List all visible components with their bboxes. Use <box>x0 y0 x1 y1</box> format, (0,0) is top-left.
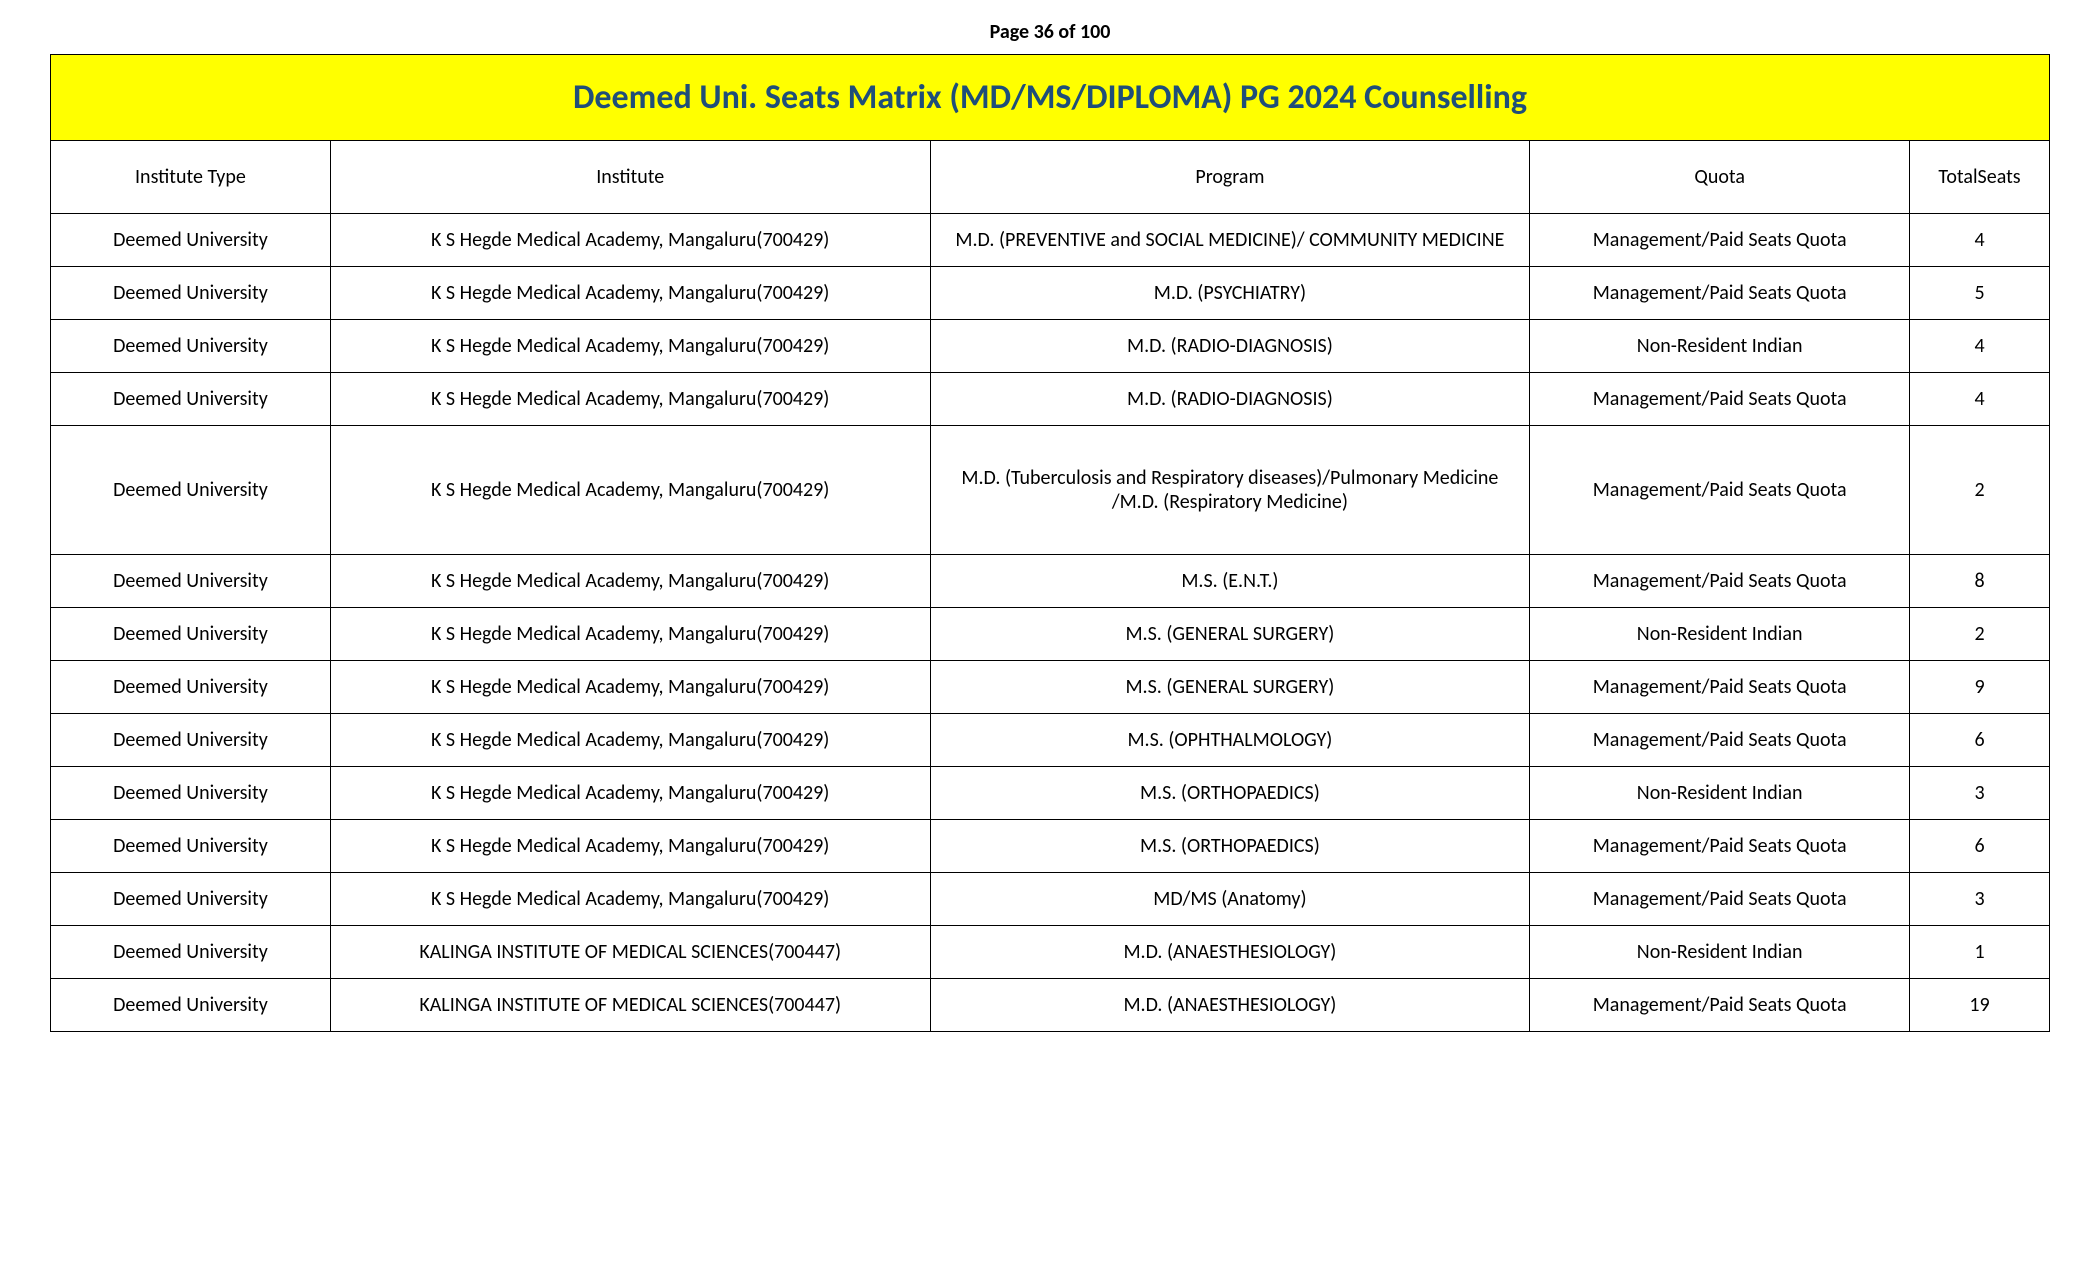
col-header-institute-type: Institute Type <box>51 141 331 214</box>
col-header-program: Program <box>930 141 1530 214</box>
cell-institute: K S Hegde Medical Academy, Mangaluru(700… <box>330 267 930 320</box>
cell-institute-type: Deemed University <box>51 426 331 555</box>
cell-total-seats: 6 <box>1910 820 2050 873</box>
cell-institute-type: Deemed University <box>51 555 331 608</box>
cell-total-seats: 3 <box>1910 873 2050 926</box>
cell-program: M.D. (PSYCHIATRY) <box>930 267 1530 320</box>
cell-quota: Management/Paid Seats Quota <box>1530 979 1910 1032</box>
cell-total-seats: 8 <box>1910 555 2050 608</box>
cell-total-seats: 9 <box>1910 661 2050 714</box>
table-row: Deemed UniversityK S Hegde Medical Acade… <box>51 555 2050 608</box>
table-row: Deemed UniversityK S Hegde Medical Acade… <box>51 320 2050 373</box>
cell-total-seats: 1 <box>1910 926 2050 979</box>
table-row: Deemed UniversityK S Hegde Medical Acade… <box>51 873 2050 926</box>
table-row: Deemed UniversityK S Hegde Medical Acade… <box>51 820 2050 873</box>
cell-institute-type: Deemed University <box>51 373 331 426</box>
cell-institute-type: Deemed University <box>51 608 331 661</box>
cell-total-seats: 3 <box>1910 767 2050 820</box>
cell-institute-type: Deemed University <box>51 979 331 1032</box>
table-title-row: Deemed Uni. Seats Matrix (MD/MS/DIPLOMA)… <box>51 55 2050 141</box>
table-body: Deemed UniversityK S Hegde Medical Acade… <box>51 214 2050 1032</box>
cell-total-seats: 19 <box>1910 979 2050 1032</box>
table-row: Deemed UniversityK S Hegde Medical Acade… <box>51 214 2050 267</box>
cell-quota: Management/Paid Seats Quota <box>1530 820 1910 873</box>
table-row: Deemed UniversityK S Hegde Medical Acade… <box>51 767 2050 820</box>
table-row: Deemed UniversityK S Hegde Medical Acade… <box>51 426 2050 555</box>
cell-program: M.D. (RADIO-DIAGNOSIS) <box>930 320 1530 373</box>
cell-institute: K S Hegde Medical Academy, Mangaluru(700… <box>330 426 930 555</box>
cell-institute: K S Hegde Medical Academy, Mangaluru(700… <box>330 767 930 820</box>
cell-quota: Management/Paid Seats Quota <box>1530 373 1910 426</box>
cell-quota: Management/Paid Seats Quota <box>1530 267 1910 320</box>
cell-program: MD/MS (Anatomy) <box>930 873 1530 926</box>
cell-program: M.D. (ANAESTHESIOLOGY) <box>930 979 1530 1032</box>
table-row: Deemed UniversityK S Hegde Medical Acade… <box>51 608 2050 661</box>
cell-quota: Management/Paid Seats Quota <box>1530 214 1910 267</box>
table-header-row: Institute Type Institute Program Quota T… <box>51 141 2050 214</box>
cell-program: M.D. (PREVENTIVE and SOCIAL MEDICINE)/ C… <box>930 214 1530 267</box>
table-row: Deemed UniversityKALINGA INSTITUTE OF ME… <box>51 979 2050 1032</box>
cell-institute: K S Hegde Medical Academy, Mangaluru(700… <box>330 608 930 661</box>
cell-total-seats: 2 <box>1910 426 2050 555</box>
cell-institute: KALINGA INSTITUTE OF MEDICAL SCIENCES(70… <box>330 979 930 1032</box>
cell-program: M.S. (ORTHOPAEDICS) <box>930 767 1530 820</box>
cell-total-seats: 5 <box>1910 267 2050 320</box>
col-header-total-seats: TotalSeats <box>1910 141 2050 214</box>
table-row: Deemed UniversityK S Hegde Medical Acade… <box>51 714 2050 767</box>
cell-institute: K S Hegde Medical Academy, Mangaluru(700… <box>330 820 930 873</box>
seats-table: Deemed Uni. Seats Matrix (MD/MS/DIPLOMA)… <box>50 54 2050 1032</box>
cell-program: M.S. (GENERAL SURGERY) <box>930 661 1530 714</box>
cell-program: M.S. (GENERAL SURGERY) <box>930 608 1530 661</box>
cell-total-seats: 4 <box>1910 320 2050 373</box>
table-row: Deemed UniversityK S Hegde Medical Acade… <box>51 267 2050 320</box>
page-container: Page 36 of 100 Deemed Uni. Seats Matrix … <box>0 0 2100 1082</box>
page-number: Page 36 of 100 <box>50 20 2050 44</box>
cell-program: M.S. (E.N.T.) <box>930 555 1530 608</box>
cell-quota: Management/Paid Seats Quota <box>1530 426 1910 555</box>
cell-quota: Non-Resident Indian <box>1530 926 1910 979</box>
cell-quota: Management/Paid Seats Quota <box>1530 555 1910 608</box>
cell-total-seats: 4 <box>1910 214 2050 267</box>
cell-quota: Non-Resident Indian <box>1530 320 1910 373</box>
cell-total-seats: 2 <box>1910 608 2050 661</box>
cell-quota: Management/Paid Seats Quota <box>1530 873 1910 926</box>
cell-institute-type: Deemed University <box>51 873 331 926</box>
cell-institute-type: Deemed University <box>51 214 331 267</box>
cell-institute: K S Hegde Medical Academy, Mangaluru(700… <box>330 714 930 767</box>
table-row: Deemed UniversityK S Hegde Medical Acade… <box>51 661 2050 714</box>
cell-total-seats: 4 <box>1910 373 2050 426</box>
cell-institute-type: Deemed University <box>51 661 331 714</box>
cell-program: M.S. (ORTHOPAEDICS) <box>930 820 1530 873</box>
table-row: Deemed UniversityK S Hegde Medical Acade… <box>51 373 2050 426</box>
cell-program: M.D. (ANAESTHESIOLOGY) <box>930 926 1530 979</box>
cell-quota: Non-Resident Indian <box>1530 767 1910 820</box>
table-row: Deemed UniversityKALINGA INSTITUTE OF ME… <box>51 926 2050 979</box>
cell-program: M.D. (RADIO-DIAGNOSIS) <box>930 373 1530 426</box>
table-title: Deemed Uni. Seats Matrix (MD/MS/DIPLOMA)… <box>51 55 2050 141</box>
cell-institute-type: Deemed University <box>51 267 331 320</box>
cell-institute: K S Hegde Medical Academy, Mangaluru(700… <box>330 373 930 426</box>
cell-institute: K S Hegde Medical Academy, Mangaluru(700… <box>330 661 930 714</box>
cell-quota: Non-Resident Indian <box>1530 608 1910 661</box>
cell-total-seats: 6 <box>1910 714 2050 767</box>
cell-quota: Management/Paid Seats Quota <box>1530 661 1910 714</box>
cell-institute-type: Deemed University <box>51 320 331 373</box>
cell-institute: K S Hegde Medical Academy, Mangaluru(700… <box>330 214 930 267</box>
col-header-institute: Institute <box>330 141 930 214</box>
cell-program: M.D. (Tuberculosis and Respiratory disea… <box>930 426 1530 555</box>
col-header-quota: Quota <box>1530 141 1910 214</box>
cell-institute: K S Hegde Medical Academy, Mangaluru(700… <box>330 320 930 373</box>
cell-institute: KALINGA INSTITUTE OF MEDICAL SCIENCES(70… <box>330 926 930 979</box>
cell-institute-type: Deemed University <box>51 714 331 767</box>
cell-institute-type: Deemed University <box>51 767 331 820</box>
cell-program: M.S. (OPHTHALMOLOGY) <box>930 714 1530 767</box>
cell-quota: Management/Paid Seats Quota <box>1530 714 1910 767</box>
cell-institute-type: Deemed University <box>51 820 331 873</box>
cell-institute-type: Deemed University <box>51 926 331 979</box>
cell-institute: K S Hegde Medical Academy, Mangaluru(700… <box>330 873 930 926</box>
cell-institute: K S Hegde Medical Academy, Mangaluru(700… <box>330 555 930 608</box>
